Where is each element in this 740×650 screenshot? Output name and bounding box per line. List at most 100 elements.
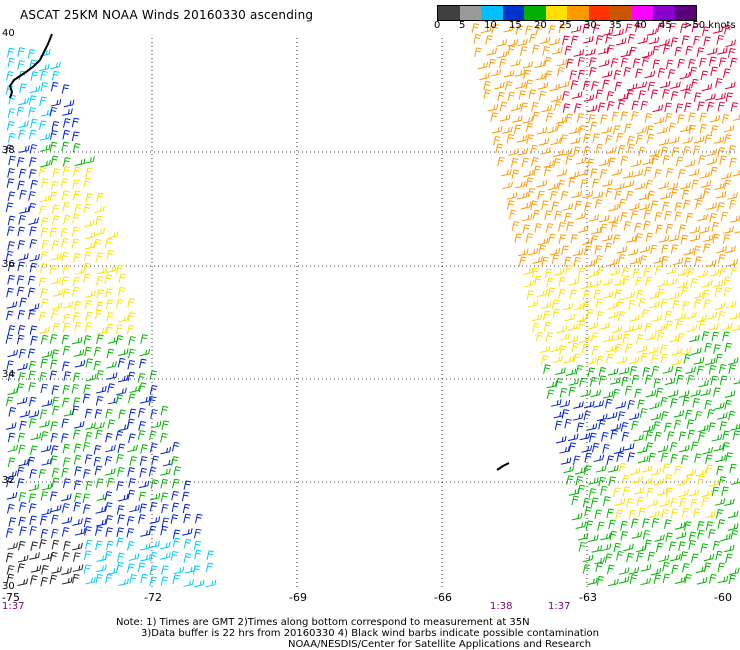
wind-barb <box>579 432 591 441</box>
wind-barb <box>74 158 86 167</box>
wind-barb <box>39 133 51 141</box>
wind-barb <box>604 553 613 563</box>
wind-barb <box>605 344 617 353</box>
wind-barb <box>149 551 158 562</box>
wind-barb <box>634 22 643 33</box>
wind-barb <box>640 352 649 363</box>
wind-barb <box>602 291 614 299</box>
wind-barb <box>540 147 551 155</box>
wind-barb <box>606 101 615 111</box>
wind-barb <box>83 335 92 345</box>
wind-barb <box>577 225 589 233</box>
wind-barb <box>39 409 48 419</box>
wind-barb <box>193 540 202 551</box>
wind-barb <box>555 435 567 444</box>
wind-barb <box>708 422 716 432</box>
wind-barb <box>723 287 732 297</box>
wind-barb <box>571 91 583 99</box>
wind-barb <box>72 276 81 287</box>
wind-barb <box>140 573 148 584</box>
wind-barb <box>613 70 622 80</box>
wind-barb <box>598 214 610 223</box>
wind-barb <box>521 213 533 222</box>
wind-barb <box>596 311 605 321</box>
wind-barb <box>17 325 26 335</box>
wind-barb <box>648 36 660 45</box>
wind-barb <box>646 28 658 36</box>
wind-barb <box>117 466 125 477</box>
wind-barb <box>19 420 27 431</box>
wind-barb <box>7 349 19 358</box>
wind-barb <box>93 238 102 249</box>
wind-barb <box>28 370 36 381</box>
wind-barb <box>683 354 692 364</box>
wind-barb <box>570 136 581 145</box>
wind-barb <box>714 182 725 191</box>
wind-barb <box>16 334 25 345</box>
wind-barb <box>126 516 135 526</box>
legend-label: 15 <box>509 20 522 31</box>
wind-barb <box>696 521 705 531</box>
wind-barb <box>691 553 699 563</box>
wind-barb <box>562 35 570 45</box>
wind-barb <box>698 379 709 388</box>
wind-barb <box>662 561 670 572</box>
wind-barb <box>649 510 660 518</box>
wind-barb <box>722 234 731 244</box>
wind-barb <box>575 521 587 529</box>
wind-barb <box>526 134 534 144</box>
wind-barb <box>40 250 49 261</box>
wind-barb <box>161 565 169 575</box>
wind-barb <box>714 402 725 410</box>
wind-barb <box>728 410 736 421</box>
wind-barb <box>82 441 91 452</box>
wind-barb <box>531 156 539 167</box>
legend-label: >50 knots <box>684 20 736 31</box>
wind-barb <box>127 298 135 308</box>
wind-barb <box>128 348 136 359</box>
wind-barb <box>28 309 36 320</box>
wind-barb <box>707 409 715 419</box>
wind-barb <box>604 242 613 253</box>
wind-barb <box>160 541 171 550</box>
wind-barb <box>481 25 492 34</box>
wind-barb <box>706 148 718 157</box>
wind-barb <box>730 266 739 277</box>
wind-barb <box>680 23 688 33</box>
wind-barb <box>507 91 516 102</box>
wind-barb <box>699 226 710 234</box>
wind-barb <box>499 114 511 122</box>
wind-barb <box>651 155 660 165</box>
wind-barb <box>708 529 716 539</box>
wind-barb <box>593 289 602 300</box>
wind-barb <box>19 145 30 153</box>
wind-barb <box>51 514 59 525</box>
wind-barb <box>715 78 723 88</box>
wind-barb <box>724 24 732 35</box>
wind-barb <box>637 36 649 45</box>
wind-barb <box>711 486 720 497</box>
wind-barb <box>96 289 105 299</box>
wind-barb <box>684 102 692 112</box>
wind-barb <box>693 145 701 155</box>
wind-barb <box>607 367 619 376</box>
wind-barb <box>551 201 559 211</box>
wind-barb <box>532 322 540 333</box>
wind-barb <box>138 358 147 369</box>
wind-barb <box>104 274 113 284</box>
wind-barb <box>660 452 669 462</box>
wind-barb <box>626 552 634 563</box>
wind-barb <box>127 540 135 551</box>
wind-barb <box>73 443 82 454</box>
wind-barb <box>28 418 37 428</box>
wind-barb <box>669 136 680 144</box>
wind-barb <box>116 264 124 275</box>
wind-barb <box>650 567 662 576</box>
wind-barb <box>588 534 599 543</box>
wind-barb <box>16 466 25 477</box>
wind-barb <box>6 360 14 370</box>
wind-barb <box>594 509 603 520</box>
wind-barb <box>583 245 592 256</box>
wind-barb <box>660 353 669 364</box>
wind-barb <box>725 39 736 48</box>
